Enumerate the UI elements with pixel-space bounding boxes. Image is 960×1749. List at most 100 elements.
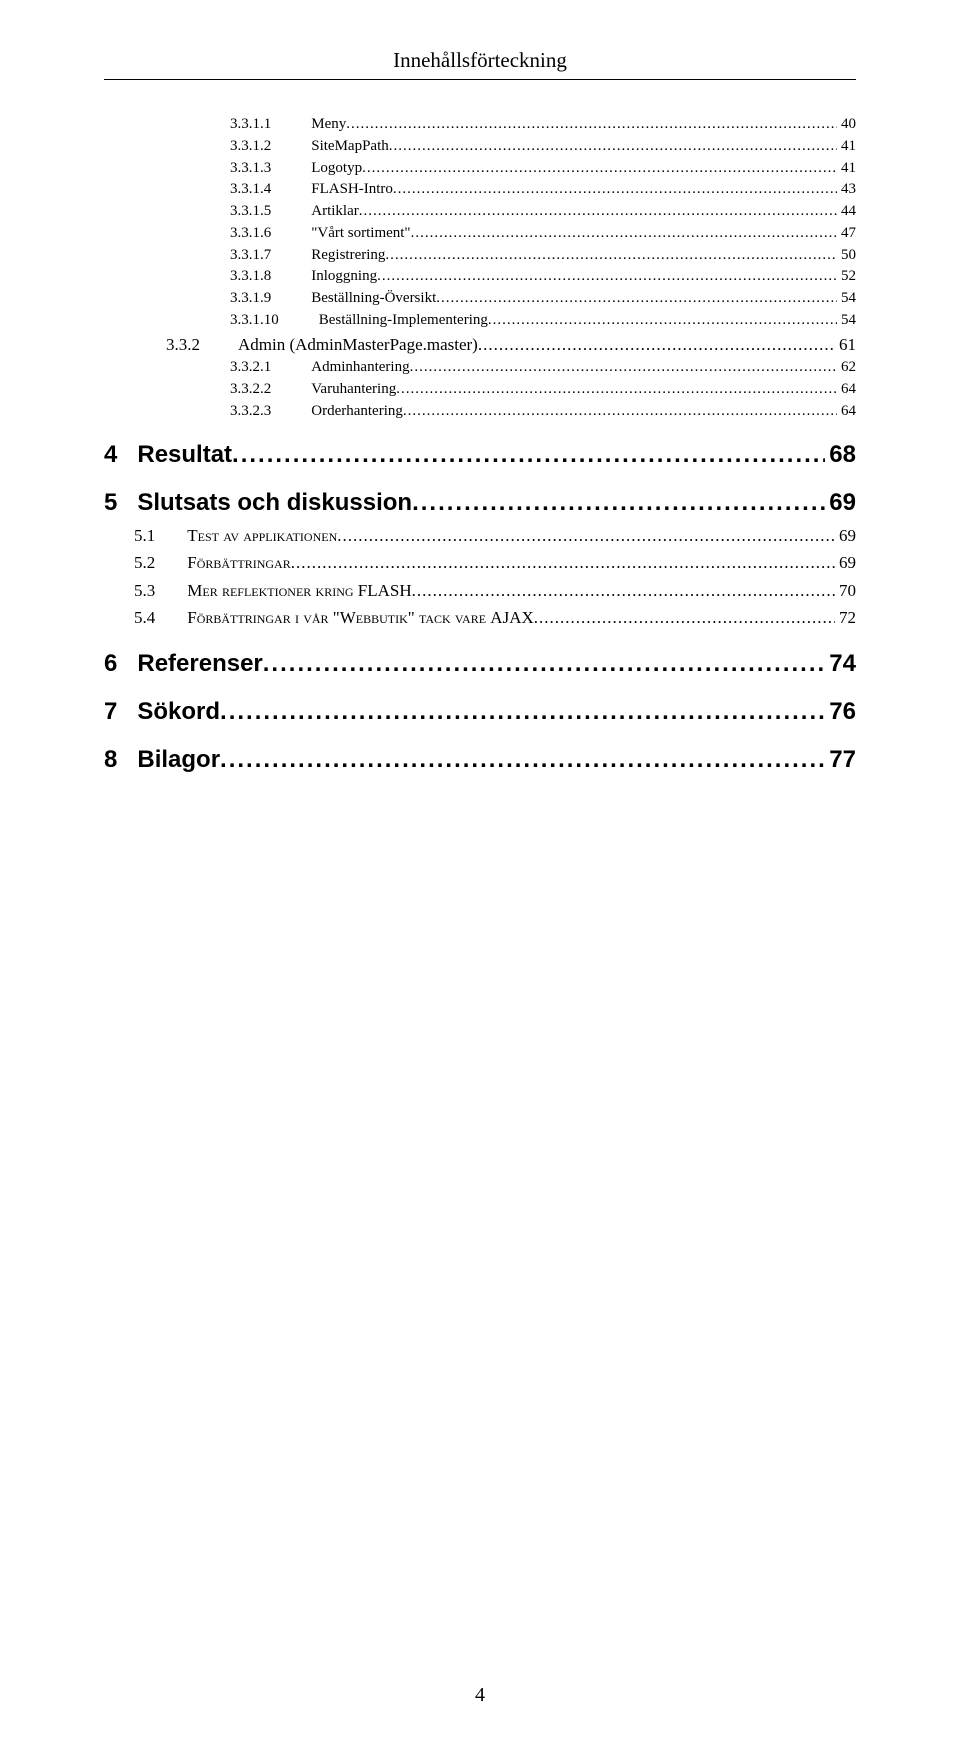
toc-row: 5.2Förbättringar........................… (104, 549, 856, 576)
toc-label: 3.3.2.2 Varuhantering (230, 379, 396, 401)
toc-label: 6Referenser (104, 649, 263, 679)
toc-label: 4 Resultat (104, 440, 232, 470)
toc-label: 3.3.1.6"Vårt sortiment" (230, 223, 411, 245)
toc-title: Beställning-Översikt (311, 290, 436, 306)
toc-number: 3.3.1.4 (230, 181, 271, 197)
toc-row: 5.1Test av applikationen................… (104, 522, 856, 549)
toc-number: 3.3.2.3 (230, 403, 271, 419)
toc-title: Artiklar (311, 203, 358, 219)
toc-leader: ........................................… (478, 332, 835, 358)
toc-leader: ........................................… (411, 223, 837, 245)
toc-page: 41 (837, 158, 856, 180)
page: Innehållsförteckning 3.3.1.1Meny........… (0, 0, 960, 1749)
toc-title: SiteMapPath (311, 138, 389, 154)
toc-row: 3.3.1.7Registrering.....................… (104, 245, 856, 267)
toc-label: 5.4Förbättringar i vår "Webbutik" tack v… (134, 604, 534, 631)
toc-row: 3.3.1.8Inloggning.......................… (104, 266, 856, 288)
toc-label: 3.3.1.5Artiklar (230, 201, 359, 223)
toc-number: 4 (104, 441, 117, 468)
toc-number: 5 (104, 489, 117, 516)
toc-title: Beställning-Implementering (319, 312, 488, 328)
toc-number: 8 (104, 746, 117, 773)
toc-page: 77 (825, 745, 856, 775)
table-of-contents: 3.3.1.1Meny.............................… (104, 114, 856, 775)
toc-number: 3.3.2.1 (230, 359, 271, 375)
toc-page: 64 (837, 379, 856, 401)
toc-leader: ........................................… (436, 288, 837, 310)
toc-row: 3.3.1.4 FLASH-Intro......................… (104, 179, 856, 201)
toc-leader: ........................................… (412, 488, 825, 518)
toc-leader: ........................................… (377, 266, 837, 288)
toc-row: 3.3.1.1Meny.............................… (104, 114, 856, 136)
toc-row: 3.3.1.5Artiklar.........................… (104, 201, 856, 223)
toc-title: Slutsats och diskussion (137, 489, 412, 516)
toc-label: 3.3.1.10Beställning-Implementering (230, 310, 488, 332)
toc-page: 52 (837, 266, 856, 288)
document-header-title: Innehållsförteckning (104, 48, 856, 73)
toc-page: 54 (837, 310, 856, 332)
toc-row: 6Referenser.............................… (104, 649, 856, 679)
toc-title-segment: " tack vare (408, 608, 491, 627)
header-rule (104, 79, 856, 80)
toc-title: Adminhantering (311, 359, 409, 375)
toc-label: 3.3.2.1 Adminhantering (230, 357, 410, 379)
toc-leader: ........................................… (488, 310, 837, 332)
toc-title: Orderhantering (311, 403, 403, 419)
toc-number: 3.3.2 (166, 335, 200, 354)
toc-page: 50 (837, 245, 856, 267)
toc-row: 3.3.1.10Beställning-Implementering......… (104, 310, 856, 332)
toc-row: 3.3.2.1Adminhantering...................… (104, 357, 856, 379)
toc-title-segment: Mer reflektioner kring (187, 581, 358, 600)
toc-label: 8Bilagor (104, 745, 220, 775)
toc-leader: ........................................… (534, 604, 835, 631)
toc-number: 3.3.1.2 (230, 138, 271, 154)
toc-title: Referenser (137, 650, 262, 677)
toc-leader: ........................................… (220, 697, 825, 727)
toc-row: 3.3.1.6"Vårt sortiment".................… (104, 223, 856, 245)
toc-number: 3.3.1.7 (230, 247, 271, 263)
toc-leader: ........................................… (396, 379, 837, 401)
toc-number: 7 (104, 698, 117, 725)
toc-title: Registrering (311, 247, 385, 263)
toc-page: 54 (837, 288, 856, 310)
toc-number: 5.1 (134, 526, 155, 545)
toc-row: 5 Slutsats och diskussion................… (104, 488, 856, 518)
toc-leader: ........................................… (346, 114, 837, 136)
toc-number: 5.3 (134, 581, 155, 600)
toc-label: 3.3.1.1Meny (230, 114, 346, 136)
toc-leader: ........................................… (412, 577, 835, 604)
toc-page: 76 (825, 697, 856, 727)
toc-page: 47 (837, 223, 856, 245)
toc-label: 3.3.1.3Logotyp (230, 158, 362, 180)
toc-leader: ........................................… (291, 549, 835, 576)
toc-title: Resultat (137, 441, 232, 468)
toc-label: 3.3.1.8Inloggning (230, 266, 377, 288)
toc-title: Sökord (137, 698, 220, 725)
toc-label: 3.3.1.7 Registrering (230, 245, 385, 267)
toc-number: 3.3.1.6 (230, 225, 271, 241)
toc-title: Meny (311, 116, 346, 132)
page-number: 4 (0, 1684, 960, 1707)
toc-page: 69 (835, 549, 856, 576)
toc-label: 5.1Test av applikationen (134, 522, 337, 549)
toc-number: 3.3.1.3 (230, 160, 271, 176)
toc-row: 8Bilagor................................… (104, 745, 856, 775)
toc-label: 3.3.1.2 SiteMapPath (230, 136, 389, 158)
toc-title: FLASH-Intro (311, 181, 393, 197)
toc-title-segment: AJAX (490, 608, 533, 627)
toc-title: Inloggning (311, 268, 377, 284)
toc-leader: ........................................… (389, 136, 837, 158)
toc-page: 69 (835, 522, 856, 549)
toc-label: 5.2Förbättringar (134, 549, 291, 576)
toc-row: 3.3.1.2 SiteMapPath......................… (104, 136, 856, 158)
toc-page: 62 (837, 357, 856, 379)
toc-leader: ........................................… (393, 179, 837, 201)
toc-title: Varuhantering (311, 381, 396, 397)
toc-row: 3.3.2.2 Varuhantering....................… (104, 379, 856, 401)
toc-number: 3.3.2.2 (230, 381, 271, 397)
toc-page: 44 (837, 201, 856, 223)
toc-leader: ........................................… (362, 158, 837, 180)
toc-page: 61 (835, 332, 856, 358)
toc-page: 64 (837, 401, 856, 423)
toc-row: 4Resultat...............................… (104, 440, 856, 470)
